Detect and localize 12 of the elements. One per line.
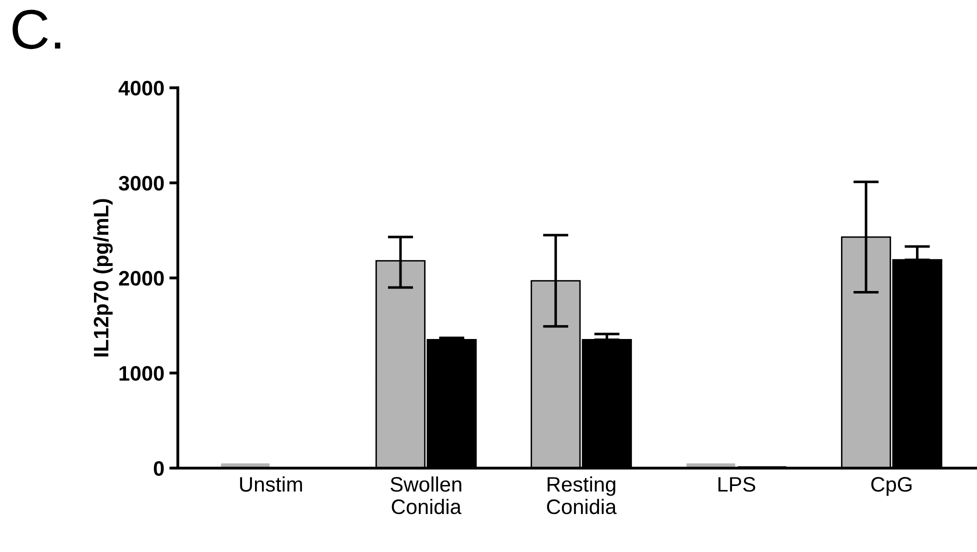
x-tick-label: LPS — [718, 476, 756, 492]
y-tick-label: 4000 — [118, 80, 164, 96]
x-tick-label: CpG — [871, 476, 912, 496]
y-tick-label: 0 — [154, 461, 164, 476]
x-tick-label: Unstim — [240, 476, 302, 492]
y-tick-label: 2000 — [119, 270, 164, 286]
y-tick-label: 3000 — [118, 176, 164, 191]
y-axis-title: IL12p70 (pg/mL) — [93, 199, 113, 356]
x-tick-label: Resting Conidia — [547, 476, 617, 514]
chart-title: C. — [12, 10, 60, 50]
x-tick-label: Swollen Conidia — [390, 476, 462, 514]
y-tick-label: 1000 — [120, 366, 164, 381]
